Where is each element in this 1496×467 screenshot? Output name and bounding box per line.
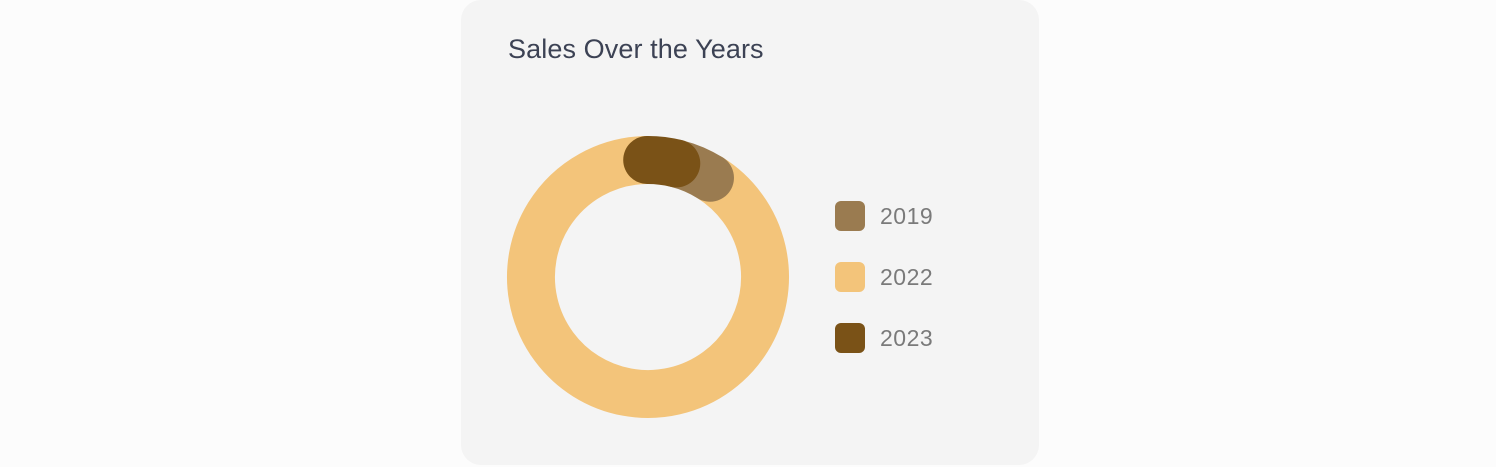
donut-chart — [507, 136, 789, 418]
legend-label-2022: 2022 — [880, 263, 934, 290]
legend-swatch-2022 — [835, 262, 865, 292]
donut-slices — [507, 136, 789, 418]
legend-swatch-2019 — [835, 201, 865, 231]
chart-title: Sales Over the Years — [508, 34, 764, 64]
legend-item-2019: 2019 — [835, 200, 933, 232]
legend-label-2019: 2019 — [880, 202, 934, 229]
legend-item-2023: 2023 — [835, 322, 933, 354]
chart-legend: 2019 2022 2023 — [835, 200, 933, 383]
legend-item-2022: 2022 — [835, 261, 933, 293]
legend-label-2023: 2023 — [880, 324, 934, 351]
chart-card: Sales Over the Years 2019 2022 2023 — [461, 0, 1039, 465]
legend-swatch-2023 — [835, 323, 865, 353]
donut-slice-2023 — [507, 136, 789, 418]
